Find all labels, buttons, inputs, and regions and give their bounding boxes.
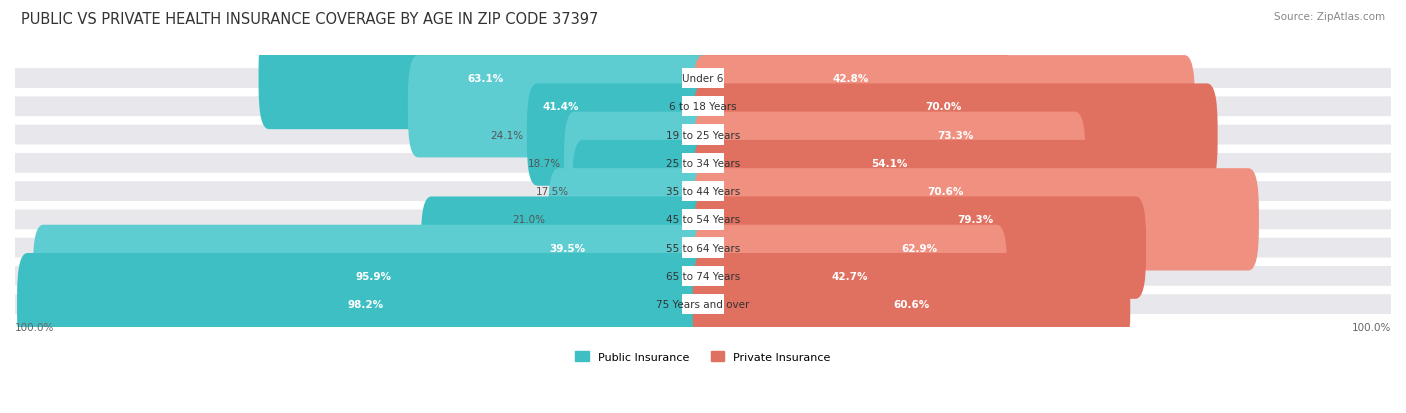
FancyBboxPatch shape (15, 210, 1391, 230)
FancyBboxPatch shape (693, 225, 1007, 327)
Bar (682, 153, 724, 173)
FancyBboxPatch shape (15, 126, 1391, 145)
Text: 45 to 54 Years: 45 to 54 Years (666, 215, 740, 225)
Text: 41.4%: 41.4% (543, 102, 579, 112)
Text: 35 to 44 Years: 35 to 44 Years (666, 187, 740, 197)
Bar (682, 294, 724, 315)
FancyBboxPatch shape (15, 97, 1391, 117)
Text: 17.5%: 17.5% (536, 187, 569, 197)
FancyBboxPatch shape (693, 84, 1218, 186)
Text: 21.0%: 21.0% (512, 215, 544, 225)
Text: Source: ZipAtlas.com: Source: ZipAtlas.com (1274, 12, 1385, 22)
Bar (682, 238, 724, 258)
Bar (682, 97, 724, 117)
Bar (682, 69, 724, 89)
FancyBboxPatch shape (693, 169, 1258, 271)
Text: 39.5%: 39.5% (550, 243, 585, 253)
FancyBboxPatch shape (693, 112, 1085, 214)
Text: 65 to 74 Years: 65 to 74 Years (666, 271, 740, 281)
FancyBboxPatch shape (693, 56, 1195, 158)
Bar (682, 181, 724, 202)
Bar (682, 210, 724, 230)
Bar (682, 125, 724, 145)
Text: 25 to 34 Years: 25 to 34 Years (666, 159, 740, 169)
FancyBboxPatch shape (32, 225, 713, 327)
Text: 24.1%: 24.1% (491, 130, 523, 140)
Text: 63.1%: 63.1% (468, 74, 505, 84)
Text: 18.7%: 18.7% (527, 159, 561, 169)
Text: 42.8%: 42.8% (832, 74, 869, 84)
FancyBboxPatch shape (259, 28, 713, 130)
Bar (682, 266, 724, 286)
Text: 6 to 18 Years: 6 to 18 Years (669, 102, 737, 112)
FancyBboxPatch shape (564, 112, 713, 214)
Text: 95.9%: 95.9% (356, 271, 391, 281)
FancyBboxPatch shape (15, 69, 1391, 89)
Text: 70.6%: 70.6% (928, 187, 965, 197)
FancyBboxPatch shape (572, 140, 713, 243)
FancyBboxPatch shape (693, 197, 1146, 299)
FancyBboxPatch shape (15, 294, 1391, 314)
Text: PUBLIC VS PRIVATE HEALTH INSURANCE COVERAGE BY AGE IN ZIP CODE 37397: PUBLIC VS PRIVATE HEALTH INSURANCE COVER… (21, 12, 599, 27)
Text: Under 6: Under 6 (682, 74, 724, 84)
Text: 55 to 64 Years: 55 to 64 Years (666, 243, 740, 253)
Text: 100.0%: 100.0% (15, 322, 55, 332)
Text: 70.0%: 70.0% (925, 102, 962, 112)
FancyBboxPatch shape (15, 266, 1391, 286)
Text: 62.9%: 62.9% (901, 243, 938, 253)
FancyBboxPatch shape (548, 169, 713, 271)
Text: 98.2%: 98.2% (347, 299, 384, 309)
Legend: Public Insurance, Private Insurance: Public Insurance, Private Insurance (575, 351, 831, 362)
Text: 54.1%: 54.1% (870, 159, 907, 169)
FancyBboxPatch shape (15, 182, 1391, 202)
FancyBboxPatch shape (693, 140, 1199, 243)
Text: 75 Years and over: 75 Years and over (657, 299, 749, 309)
FancyBboxPatch shape (15, 154, 1391, 173)
FancyBboxPatch shape (15, 238, 1391, 258)
Text: 19 to 25 Years: 19 to 25 Years (666, 130, 740, 140)
Text: 73.3%: 73.3% (936, 130, 973, 140)
FancyBboxPatch shape (420, 197, 713, 299)
Text: 60.6%: 60.6% (893, 299, 929, 309)
Text: 79.3%: 79.3% (957, 215, 994, 225)
Text: 42.7%: 42.7% (831, 271, 868, 281)
FancyBboxPatch shape (408, 56, 713, 158)
Text: 100.0%: 100.0% (1351, 322, 1391, 332)
FancyBboxPatch shape (693, 253, 1130, 356)
FancyBboxPatch shape (17, 253, 713, 356)
FancyBboxPatch shape (527, 84, 713, 186)
FancyBboxPatch shape (693, 28, 1008, 130)
